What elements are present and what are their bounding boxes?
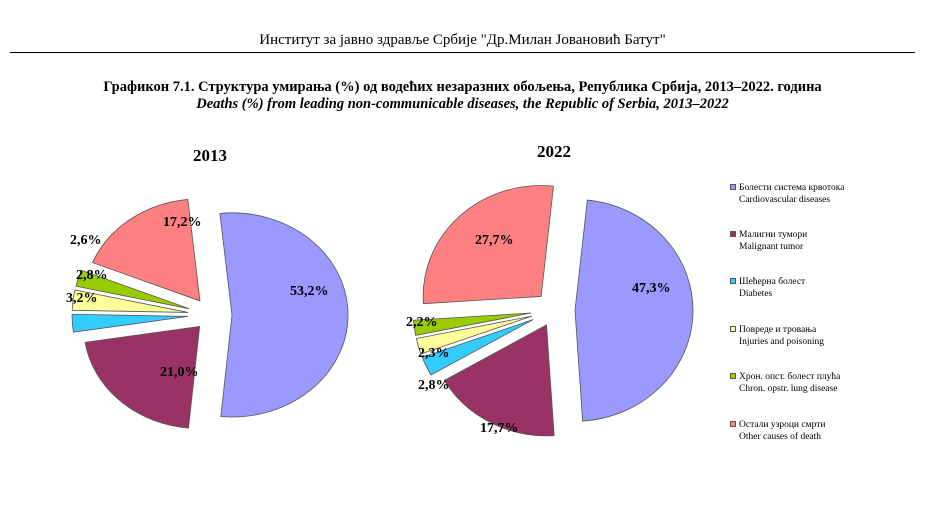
pie-2022-slice-malignant [443, 324, 555, 437]
institute-header: Институт за јавно здравље Србије "Др.Мил… [259, 32, 666, 48]
pie-2013-title: 2013 [193, 146, 227, 165]
pie-2013-slice-cardiovascular [219, 212, 349, 418]
legend-label-sr-malignant: Малигни тумори [739, 230, 808, 240]
pie-2013-label-cardiovascular: 53,2% [290, 284, 329, 299]
header-rule [10, 52, 915, 53]
pie-2022-label-malignant: 17,7% [480, 421, 519, 436]
pie-2022-label-lung: 2,2% [406, 315, 438, 330]
legend-swatch-malignant [730, 231, 736, 237]
legend-label-en-cardiovascular: Cardiovascular diseases [739, 195, 831, 205]
legend-label-en-diabetes: Diabetes [739, 289, 773, 299]
legend-label-en-lung: Chron. opstr. lung disease [739, 384, 838, 394]
legend-label-en-injuries: Injuries and poisoning [739, 337, 824, 347]
pie-2022-title: 2022 [537, 142, 571, 161]
legend-label-en-malignant: Malignant tumor [739, 242, 804, 252]
pie-2013-label-injuries: 3,2% [66, 291, 98, 306]
legend-label-sr-lung: Хрон. опст. болест плућа [739, 372, 841, 382]
pie-2022-label-other: 27,7% [475, 233, 514, 248]
pie-2013-slice-other [91, 198, 201, 302]
pie-2022-slice-diabetes [421, 319, 534, 376]
legend-swatch-lung [730, 373, 736, 379]
pie-2022-slice-lung [413, 312, 532, 336]
pie-2013-label-lung: 2,6% [70, 233, 102, 248]
pie-2022-slice-other [422, 185, 554, 305]
pie-2013-slice-lung [75, 269, 190, 310]
legend-label-sr-other: Остали узроци смрти [739, 420, 826, 430]
legend-label-sr-diabetes: Шећерна болест [739, 277, 806, 287]
pie-2013-label-diabetes: 2,8% [76, 268, 108, 283]
chart-title-serbian: Графикон 7.1. Структура умирања (%) од в… [103, 79, 822, 95]
legend-label-sr-injuries: Повреде и тровања [739, 325, 817, 335]
pie-2022-label-diabetes: 2,8% [418, 378, 450, 393]
pie-2022-label-injuries: 2,3% [418, 346, 450, 361]
pie-2013-slice-injuries [71, 289, 189, 313]
legend-swatch-other [730, 421, 736, 427]
legend-label-sr-cardiovascular: Болести система крвотока [739, 183, 845, 193]
pie-2022-slice-cardiovascular [574, 199, 694, 422]
legend-swatch-injuries [730, 326, 736, 332]
pie-2013-label-other: 17,2% [163, 215, 202, 230]
pie-2013-label-malignant: 21,0% [160, 365, 199, 380]
legend-swatch-cardiovascular [730, 184, 736, 190]
chart-title-english: Deaths (%) from leading non-communicable… [196, 96, 729, 112]
pie-2022-label-cardiovascular: 47,3% [632, 281, 671, 296]
pie-2022-slice-injuries [415, 315, 533, 355]
pie-2013-slice-diabetes [71, 313, 189, 333]
pie-2013-slice-malignant [84, 326, 201, 429]
legend-label-en-other: Other causes of death [739, 432, 822, 442]
legend-swatch-diabetes [730, 278, 736, 284]
